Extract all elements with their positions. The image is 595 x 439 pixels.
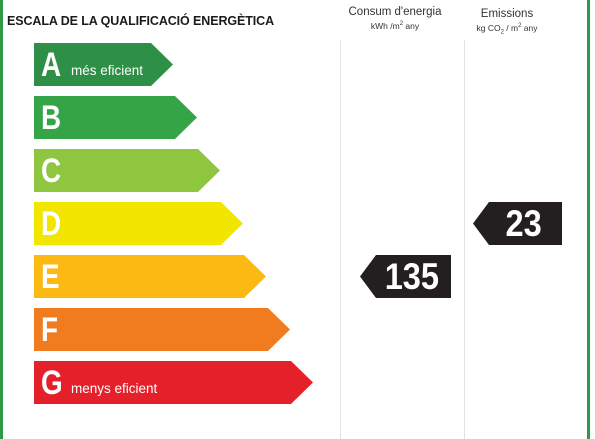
emissions-value-tag: 23: [473, 202, 562, 245]
emissions-value: 23: [505, 203, 542, 244]
consumption-value: 135: [384, 256, 439, 297]
consumption-label: Consum d'energia: [348, 6, 442, 18]
rating-letter: G: [41, 363, 63, 402]
rating-bar-b: B: [34, 96, 197, 139]
column-divider: [464, 40, 465, 439]
rating-letter: B: [41, 98, 62, 137]
consumption-column-header: Consum d'energia kWh /m2 any: [340, 6, 450, 31]
rating-bar-d: D: [34, 202, 243, 245]
consumption-unit: kWh /m2 any: [370, 21, 420, 31]
rating-caption: menys eficient: [71, 381, 158, 396]
rating-letter: C: [41, 151, 62, 190]
consumption-value-tag: 135: [360, 255, 451, 298]
scale-title: ESCALA DE LA QUALIFICACIÓ ENERGÈTICA: [7, 14, 275, 28]
emissions-unit: kg CO2 / m2 any: [476, 23, 538, 36]
rating-bar-e: E: [34, 255, 266, 298]
rating-letter: A: [41, 45, 62, 84]
rating-letter: D: [41, 204, 62, 243]
rating-bar-g: G menys eficient: [34, 361, 313, 404]
emissions-label: Emissions: [480, 8, 534, 20]
rating-bar-c: C: [34, 149, 220, 192]
emissions-column-header: Emissions kg CO2 / m2 any: [463, 8, 551, 36]
column-divider: [340, 40, 341, 439]
rating-caption: més eficient: [71, 63, 144, 78]
rating-bar-a: A més eficient: [34, 43, 173, 86]
rating-letter: F: [41, 310, 59, 349]
rating-letter: E: [41, 257, 60, 296]
rating-bar-f: F: [34, 308, 290, 351]
